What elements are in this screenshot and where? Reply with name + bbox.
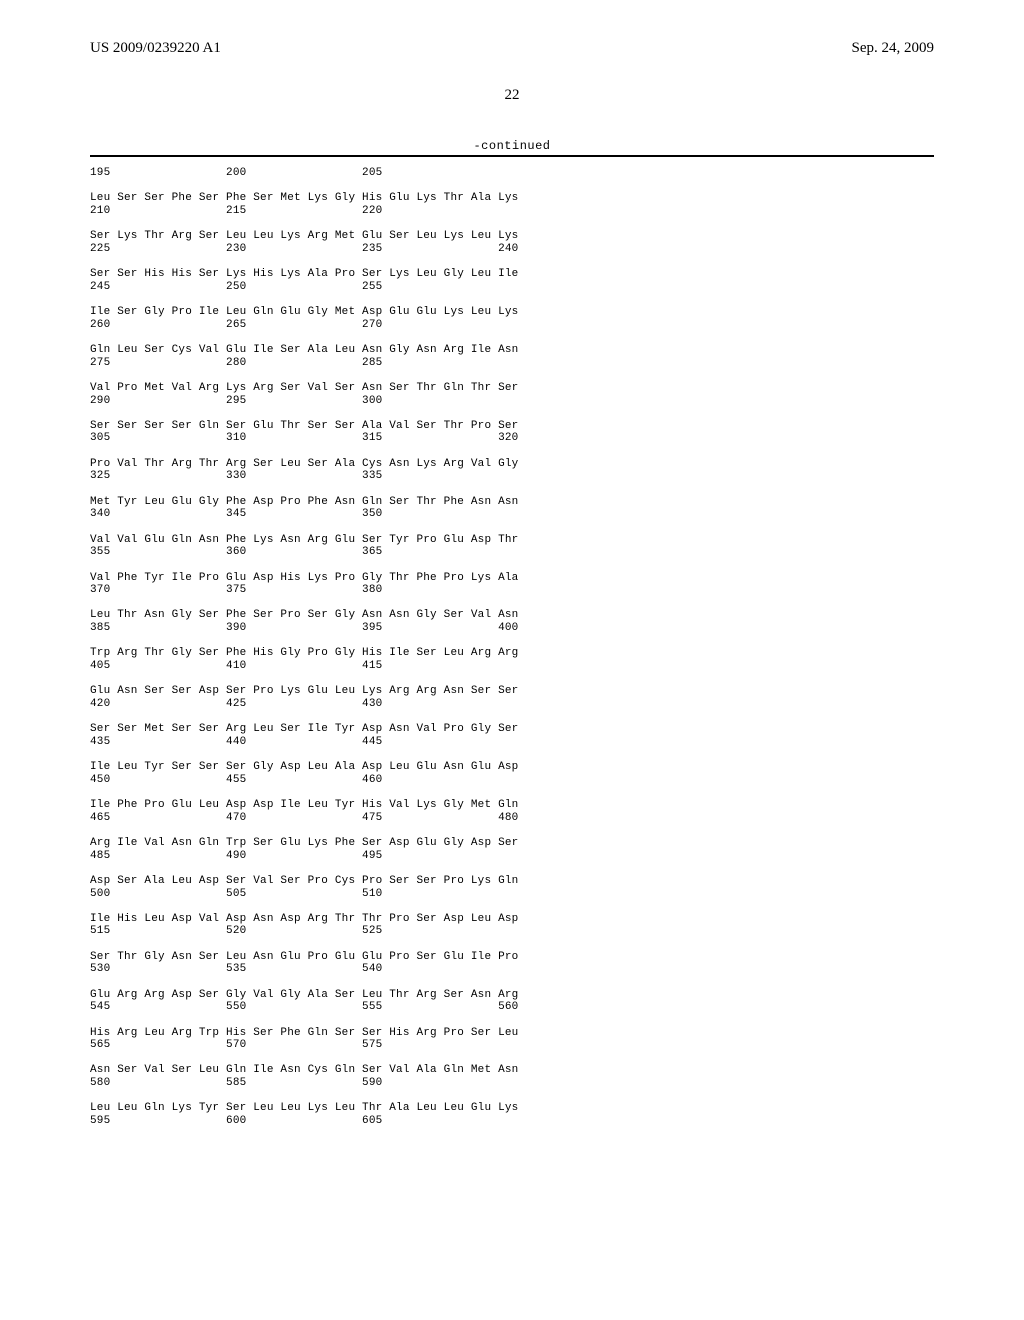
continued-label: -continued [90, 139, 934, 153]
publication-number: US 2009/0239220 A1 [90, 40, 221, 57]
publication-date: Sep. 24, 2009 [852, 40, 935, 57]
sequence-listing: 195 200 205 Leu Ser Ser Phe Ser Phe Ser … [90, 167, 934, 1128]
page: US 2009/0239220 A1 Sep. 24, 2009 22 -con… [0, 0, 1024, 1320]
continued-block: -continued [90, 139, 934, 157]
page-number: 22 [90, 87, 934, 104]
rule-line [90, 155, 934, 157]
header: US 2009/0239220 A1 Sep. 24, 2009 [90, 40, 934, 57]
